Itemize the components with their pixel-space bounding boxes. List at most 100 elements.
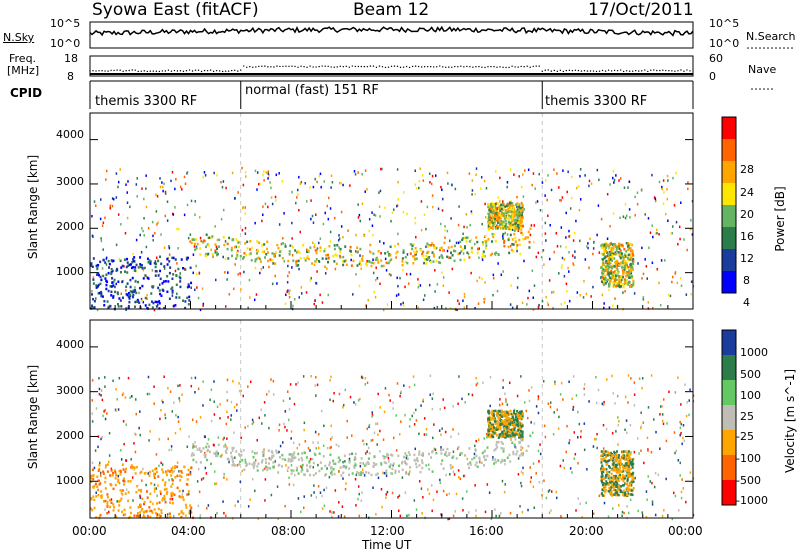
- nave-dot: [426, 65, 429, 68]
- velocity-near-echo: [122, 468, 125, 471]
- power-echo: [518, 212, 521, 216]
- power-echo: [605, 266, 608, 270]
- power-near-echo: [180, 258, 183, 261]
- power-echo: [513, 215, 516, 218]
- velocity-scatter: [234, 504, 236, 507]
- nave-dot: [318, 65, 320, 68]
- power-scatter: [422, 298, 425, 302]
- velocity-scatter: [603, 400, 605, 404]
- velocity-scatter: [99, 471, 102, 475]
- power-scatter: [310, 199, 312, 202]
- power-scatter: [606, 192, 609, 196]
- power-echo: [521, 233, 524, 236]
- power-echo: [372, 261, 375, 265]
- power-scatter: [624, 290, 626, 293]
- power-scatter: [361, 202, 364, 205]
- velocity-echo: [600, 458, 603, 461]
- velocity-echo: [237, 463, 240, 466]
- velocity-scatter: [554, 382, 556, 386]
- power-echo: [611, 275, 614, 278]
- power-scatter: [334, 267, 337, 271]
- power-echo: [621, 255, 624, 259]
- power-scatter: [636, 202, 639, 206]
- power-echo: [190, 241, 193, 245]
- power-echo: [488, 221, 491, 225]
- velocity-scatter: [461, 497, 464, 500]
- nave-legend-dot: [763, 88, 765, 90]
- velocity-scatter: [637, 437, 639, 440]
- velocity-echo: [474, 463, 477, 467]
- power-near-echo: [127, 304, 130, 308]
- velocity-scatter: [682, 487, 685, 490]
- power-cbar-28: 28: [740, 163, 754, 176]
- power-echo: [507, 210, 510, 214]
- power-echo: [513, 218, 516, 222]
- xtick-6: 00:00: [668, 524, 703, 538]
- velocity-scatter: [431, 407, 434, 411]
- power-scatter: [256, 257, 258, 261]
- nsearch-legend-dot: [791, 47, 793, 49]
- velocity-scatter: [227, 416, 229, 419]
- velocity-echo: [287, 459, 290, 463]
- power-scatter: [544, 232, 547, 235]
- power-scatter: [442, 197, 444, 201]
- power-echo: [524, 237, 527, 240]
- power-scatter: [102, 221, 105, 225]
- power-near-echo: [110, 285, 113, 288]
- velocity-near-echo: [187, 490, 190, 493]
- power-echo: [281, 242, 284, 245]
- power-scatter: [422, 179, 425, 182]
- power-echo: [333, 247, 336, 251]
- velocity-near-echo: [170, 468, 173, 472]
- power-echo: [528, 246, 531, 249]
- power-echo: [507, 237, 510, 240]
- power-echo: [513, 232, 516, 236]
- power-echo: [214, 243, 217, 246]
- power-near-echo: [131, 295, 134, 299]
- velocity-scatter: [428, 492, 431, 496]
- power-scatter: [329, 230, 332, 234]
- power-scatter: [368, 229, 371, 233]
- velocity-scatter: [272, 393, 275, 396]
- power-scatter: [159, 283, 161, 287]
- power-scatter: [363, 234, 366, 237]
- velocity-echo: [337, 460, 340, 464]
- power-near-echo: [121, 296, 124, 300]
- power-near-echo: [154, 274, 157, 277]
- power-scatter: [104, 216, 106, 220]
- velocity-scatter: [541, 494, 543, 497]
- velocity-scatter: [254, 451, 256, 455]
- velocity-scatter: [573, 457, 575, 460]
- power-echo: [627, 282, 630, 285]
- velocity-scatter: [661, 405, 663, 408]
- velocity-scatter: [194, 391, 196, 394]
- velocity-scatter: [537, 395, 540, 398]
- velocity-scatter: [189, 471, 192, 474]
- power-echo: [622, 258, 625, 261]
- velocity-scatter: [583, 422, 586, 425]
- velocity-scatter: [509, 433, 512, 436]
- nave-dot: [231, 69, 233, 72]
- velocity-near-echo: [153, 487, 156, 490]
- power-scatter: [155, 210, 158, 213]
- power-echo: [489, 216, 492, 219]
- power-echo: [513, 229, 516, 232]
- velocity-scatter: [652, 418, 655, 421]
- velocity-cbar-100: 100: [740, 389, 761, 402]
- power-scatter: [260, 267, 263, 271]
- power-scatter: [315, 213, 317, 216]
- power-echo: [423, 257, 426, 261]
- power-scatter: [575, 186, 578, 190]
- velocity-scatter: [91, 379, 94, 382]
- velocity-near-echo: [124, 470, 127, 474]
- power-echo: [603, 269, 606, 273]
- velocity-echo: [621, 454, 624, 458]
- velocity-near-echo: [150, 482, 153, 485]
- power-scatter: [353, 170, 356, 173]
- velocity-scatter: [475, 514, 477, 518]
- velocity-echo: [610, 472, 613, 476]
- nave-label: Nave: [748, 63, 777, 76]
- power-scatter: [637, 262, 639, 265]
- velocity-scatter: [247, 505, 250, 508]
- velocity-scatter: [514, 445, 516, 449]
